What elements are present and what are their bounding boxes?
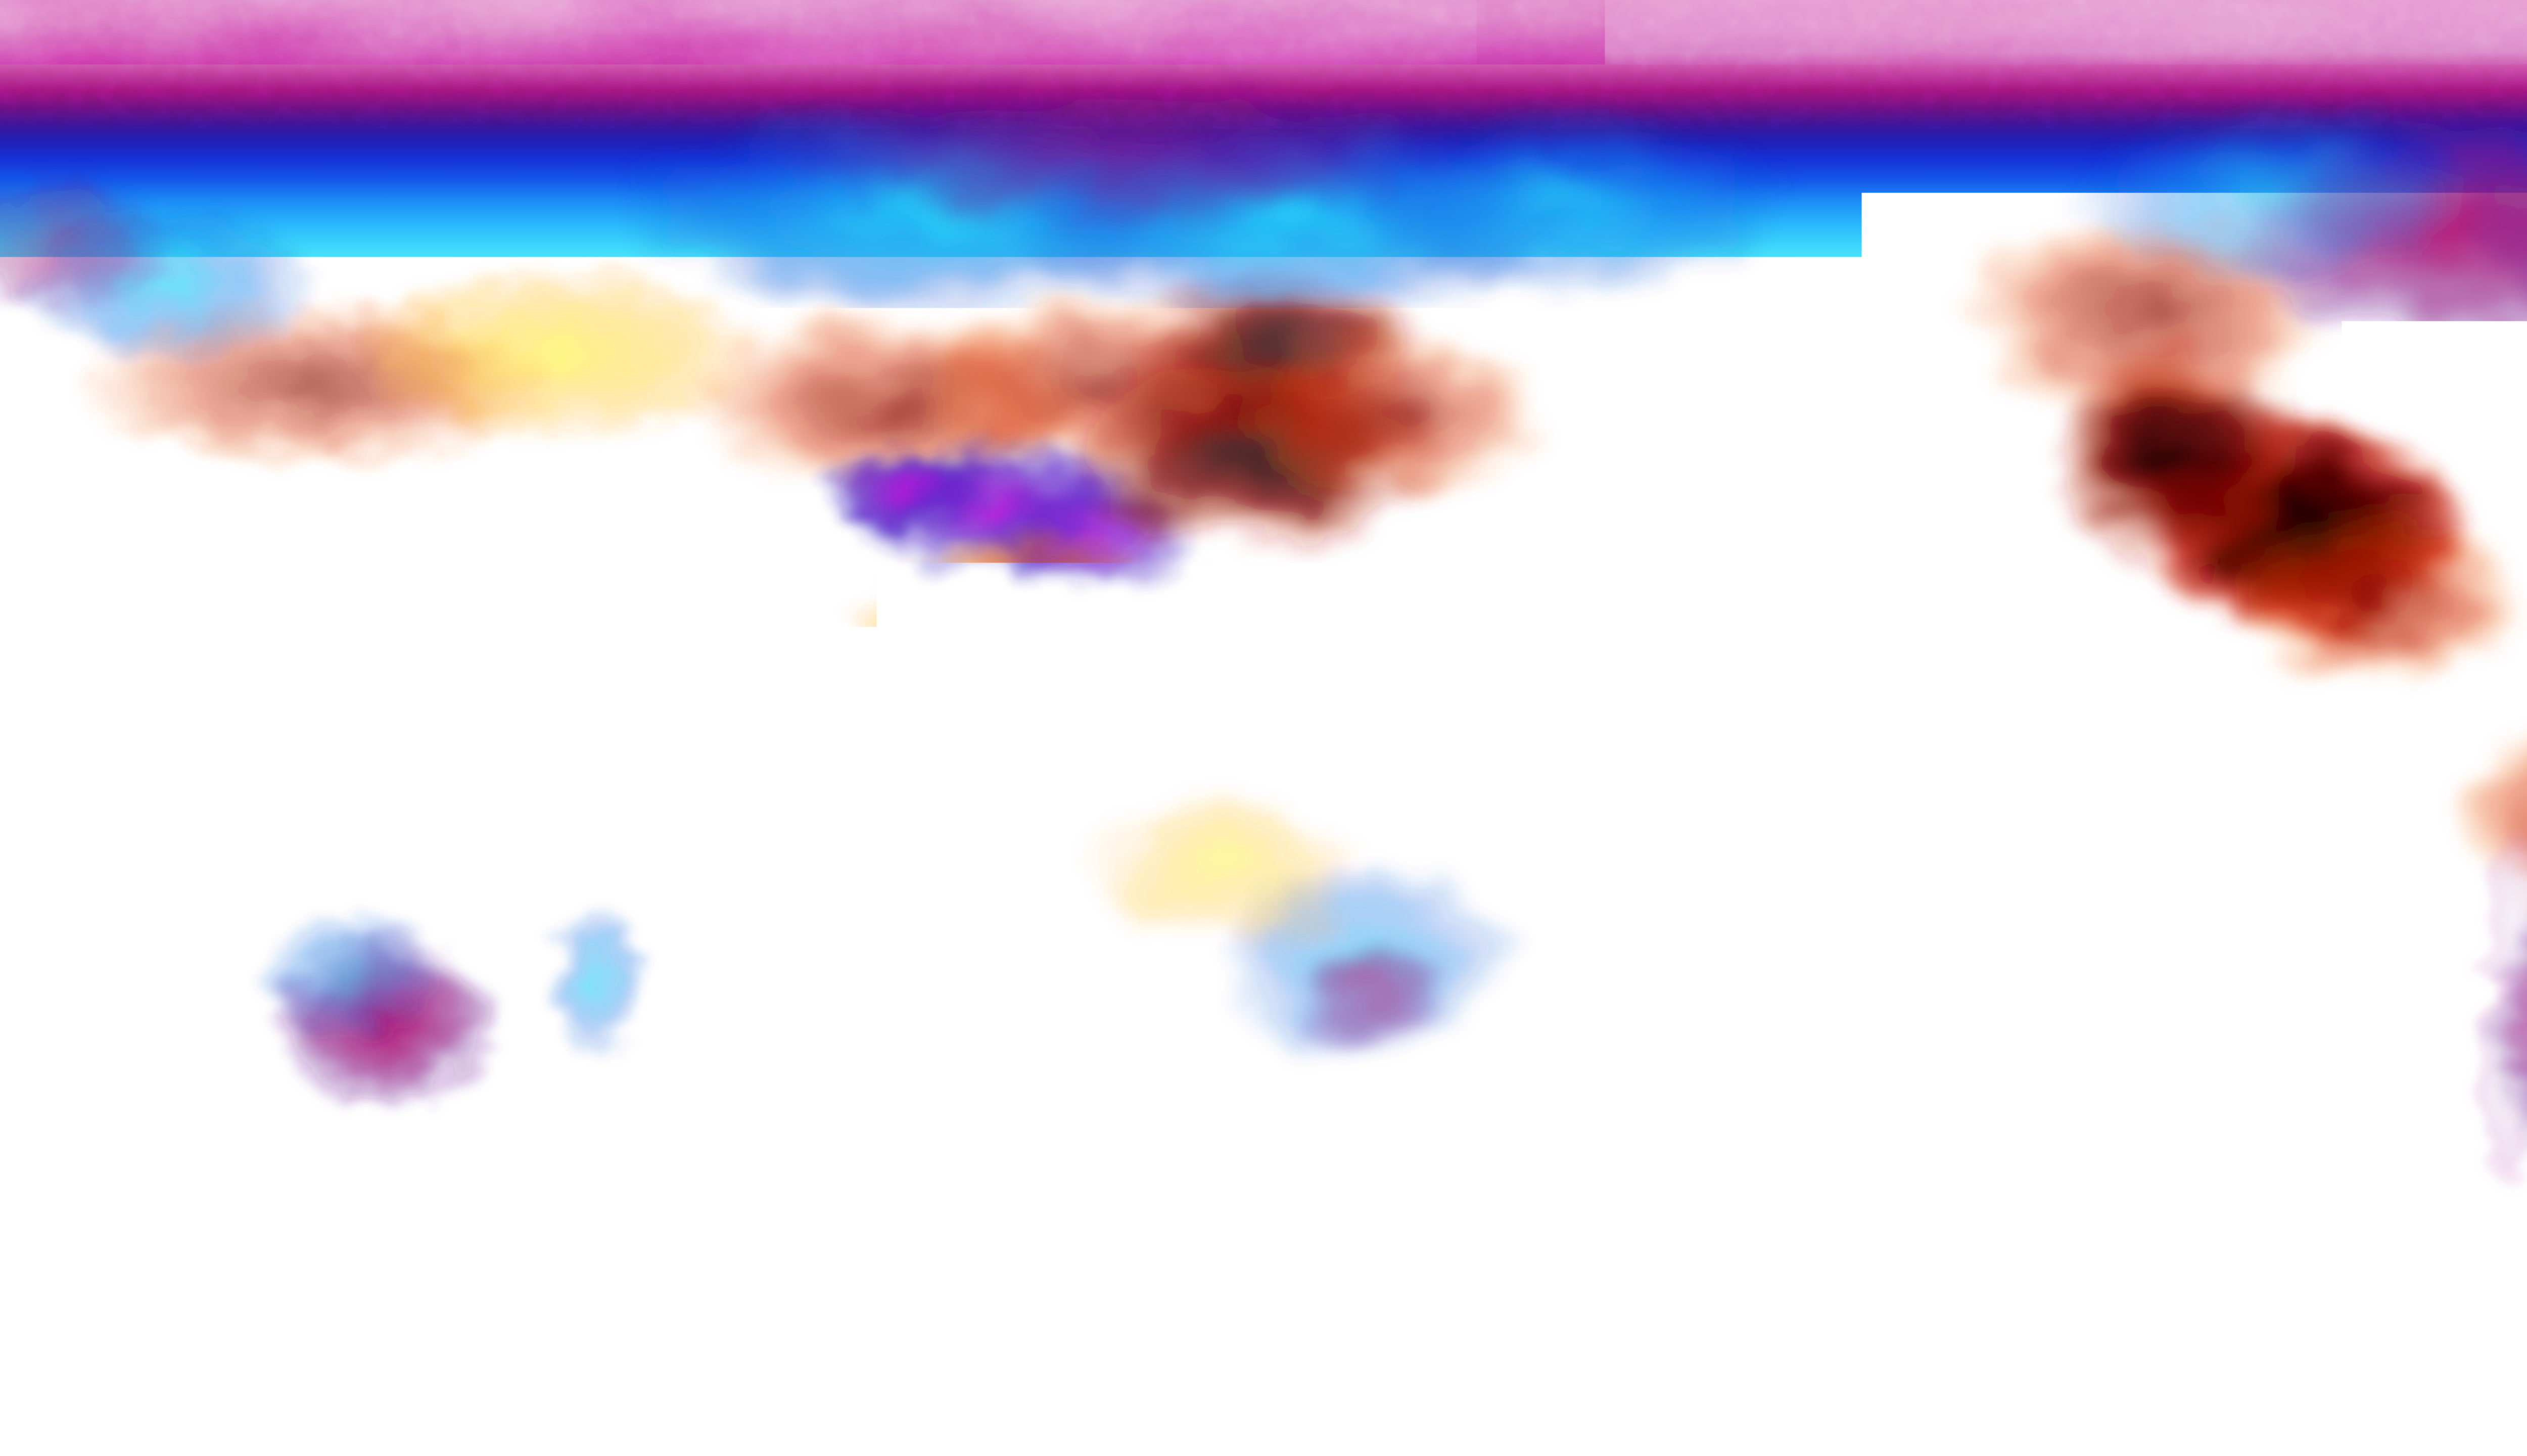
fine-grain-texture bbox=[0, 0, 2527, 1456]
temperature-map-canvas bbox=[0, 0, 2527, 1456]
